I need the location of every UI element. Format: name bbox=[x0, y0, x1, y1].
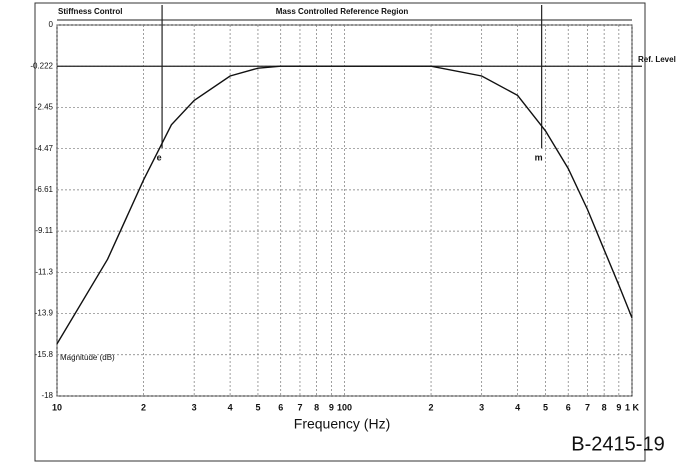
x-tick-label: 1 K bbox=[625, 402, 640, 412]
y-tick-label: -13.9 bbox=[35, 309, 54, 318]
y-tick-label: -11.3 bbox=[35, 267, 53, 276]
x-tick-label: 2 bbox=[141, 402, 146, 412]
x-tick-label: 5 bbox=[255, 402, 260, 412]
x-tick-label: 6 bbox=[566, 402, 571, 412]
x-tick-label: 3 bbox=[479, 402, 484, 412]
ref-level-label: Ref. Level bbox=[638, 55, 676, 64]
y-tick-label: 0 bbox=[49, 20, 54, 29]
x-tick-label: 4 bbox=[228, 402, 233, 412]
y-axis-label: Magnitude (dB) bbox=[60, 353, 115, 362]
x-tick-label: 10 bbox=[52, 402, 62, 412]
y-tick-label: -0.222 bbox=[30, 61, 53, 70]
figure-id: B-2415-19 bbox=[571, 433, 664, 455]
marker-label: e bbox=[157, 152, 162, 162]
marker-label: m bbox=[535, 152, 543, 162]
x-tick-label: 8 bbox=[314, 402, 319, 412]
y-tick-label: -2.45 bbox=[35, 103, 54, 112]
frame bbox=[34, 2, 646, 462]
x-tick-label: 2 bbox=[429, 402, 434, 412]
y-tick-label: -4.47 bbox=[35, 144, 54, 153]
x-tick-label: 9 bbox=[329, 402, 334, 412]
x-tick-label: 5 bbox=[543, 402, 548, 412]
center-region-label: Mass Controlled Reference Region bbox=[276, 7, 409, 16]
y-tick-label: -18 bbox=[41, 391, 53, 400]
x-tick-label: 7 bbox=[297, 402, 302, 412]
x-tick-label: 3 bbox=[192, 402, 197, 412]
x-tick-label: 9 bbox=[616, 402, 621, 412]
x-tick-label: 6 bbox=[278, 402, 283, 412]
y-tick-label: -9.11 bbox=[35, 226, 53, 235]
x-axis-label: Frequency (Hz) bbox=[294, 416, 390, 432]
x-tick-label: 8 bbox=[602, 402, 607, 412]
y-tick-label: -6.61 bbox=[35, 185, 54, 194]
left-region-label: Stiffness Control bbox=[58, 7, 122, 16]
y-tick-label: -15.8 bbox=[35, 350, 54, 359]
curve bbox=[56, 65, 633, 345]
x-tick-label: 7 bbox=[585, 402, 590, 412]
x-tick-label: 100 bbox=[337, 402, 352, 412]
x-tick-label: 4 bbox=[515, 402, 520, 412]
